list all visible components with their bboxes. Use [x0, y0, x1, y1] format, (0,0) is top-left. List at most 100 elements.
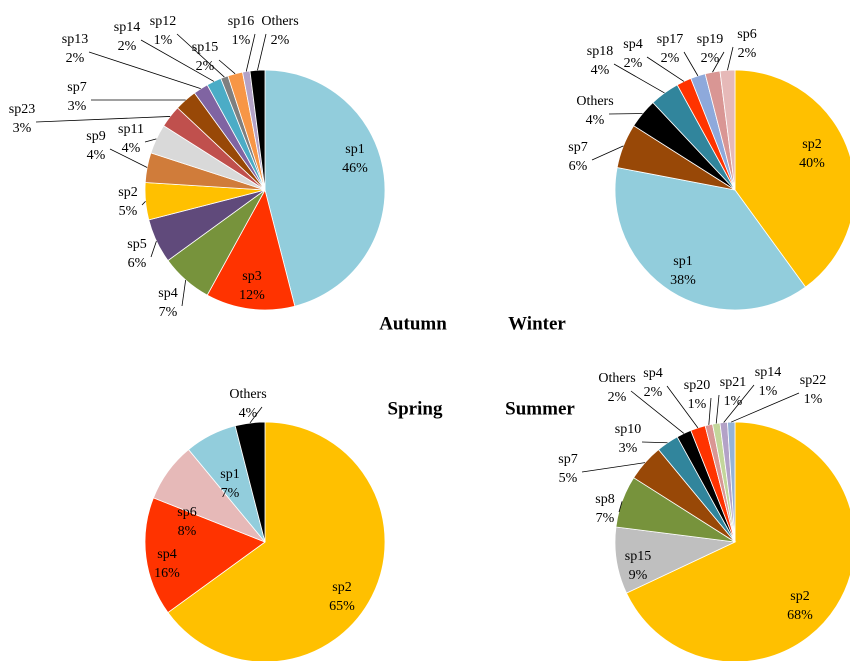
slice-value-label: 1%: [688, 397, 707, 412]
slice-label: sp22: [800, 373, 826, 388]
slice-label: sp23: [9, 102, 35, 117]
leader-line: [181, 279, 187, 307]
slice-value-label: 40%: [799, 156, 825, 171]
leader-line: [176, 33, 225, 78]
slice-label: sp4: [643, 366, 662, 381]
slice-value-label: 2%: [738, 46, 757, 61]
leader-line: [109, 148, 148, 168]
slice-value-label: 65%: [329, 599, 355, 614]
leader-line: [731, 392, 800, 423]
slice-value-label: 2%: [196, 59, 215, 74]
leader-line: [88, 51, 201, 90]
slice-value-label: 46%: [342, 161, 368, 176]
leader-line: [613, 63, 665, 94]
slice-value-label: 4%: [586, 113, 605, 128]
slice-value-label: 2%: [701, 51, 720, 66]
slice-label: sp12: [150, 14, 176, 29]
slice-label: sp16: [228, 14, 254, 29]
slice-label: Others: [598, 371, 635, 386]
slice-label: sp21: [720, 375, 746, 390]
chart-title: Spring: [388, 398, 443, 419]
slice-label: sp19: [697, 32, 723, 47]
slice-label: sp7: [67, 80, 86, 95]
slice-value-label: 7%: [159, 305, 178, 320]
slice-label: sp4: [623, 37, 642, 52]
slice-label: sp5: [127, 237, 146, 252]
leader-line: [140, 39, 215, 82]
slice-label: sp9: [86, 129, 105, 144]
slice-label: sp17: [657, 32, 683, 47]
leader-line: [141, 201, 146, 206]
pie-slice: [614, 167, 807, 311]
leader-line: [712, 51, 725, 73]
slice-value-label: 2%: [644, 385, 663, 400]
slice-label: sp15: [625, 549, 651, 564]
slice-label: sp20: [684, 378, 710, 393]
slice-label: Others: [261, 14, 298, 29]
slice-label: sp6: [177, 505, 196, 520]
slice-label: sp10: [615, 422, 641, 437]
slice-value-label: 3%: [68, 99, 87, 114]
leader-line: [683, 51, 699, 77]
slice-label: sp18: [587, 44, 613, 59]
slice-value-label: 3%: [619, 441, 638, 456]
leader-line: [727, 46, 734, 71]
slice-label: sp13: [62, 32, 88, 47]
leader-line: [249, 406, 263, 424]
slice-label: sp1: [345, 142, 364, 157]
leader-line: [35, 116, 171, 123]
slice-value-label: 4%: [87, 148, 106, 163]
slice-value-label: 7%: [221, 486, 240, 501]
slice-label: sp14: [755, 365, 781, 380]
slice-label: sp15: [192, 40, 218, 55]
slice-label: sp7: [568, 140, 587, 155]
slice-value-label: 4%: [591, 63, 610, 78]
leader-line: [218, 59, 236, 75]
slice-value-label: 2%: [66, 51, 85, 66]
slice-label: sp8: [595, 492, 614, 507]
slice-label: Others: [576, 94, 613, 109]
leader-line: [641, 441, 668, 444]
slice-value-label: 38%: [670, 273, 696, 288]
chart-title: Autumn: [379, 313, 447, 334]
leader-line: [666, 385, 699, 429]
slice-value-label: 9%: [629, 568, 648, 583]
pie-slice: [144, 497, 266, 614]
slice-value-label: 2%: [624, 56, 643, 71]
pie-slice: [625, 421, 850, 661]
leader-line: [715, 394, 720, 424]
slice-value-label: 4%: [239, 406, 258, 421]
slice-label: Others: [229, 387, 266, 402]
chart-title: Summer: [505, 398, 575, 419]
leader-line: [646, 56, 685, 82]
leader-line: [581, 462, 646, 473]
leader-line: [144, 138, 157, 143]
slice-value-label: 6%: [128, 256, 147, 271]
slice-value-label: 12%: [239, 288, 265, 303]
slice-value-label: 7%: [596, 511, 615, 526]
leader-line: [630, 390, 685, 434]
slice-label: sp2: [790, 589, 809, 604]
slice-value-label: 1%: [154, 33, 173, 48]
slice-value-label: 2%: [661, 51, 680, 66]
pie-slice: [167, 421, 386, 661]
slice-label: sp2: [332, 580, 351, 595]
leader-line: [618, 501, 623, 513]
slice-value-label: 5%: [119, 204, 138, 219]
pie-slice: [734, 69, 850, 288]
slice-value-label: 8%: [178, 524, 197, 539]
slice-label: sp7: [558, 452, 577, 467]
slice-label: sp1: [220, 467, 239, 482]
slice-value-label: 3%: [13, 121, 32, 136]
slice-value-label: 6%: [569, 159, 588, 174]
slice-value-label: 5%: [559, 471, 578, 486]
slice-label: sp4: [158, 286, 177, 301]
leader-line: [591, 145, 624, 161]
leader-line: [723, 384, 755, 423]
leader-line: [257, 33, 267, 71]
slice-value-label: 16%: [154, 566, 180, 581]
slice-value-label: 1%: [724, 394, 743, 409]
slice-value-label: 2%: [608, 390, 627, 405]
slice-label: sp2: [118, 185, 137, 200]
pie-slice: [206, 188, 296, 311]
